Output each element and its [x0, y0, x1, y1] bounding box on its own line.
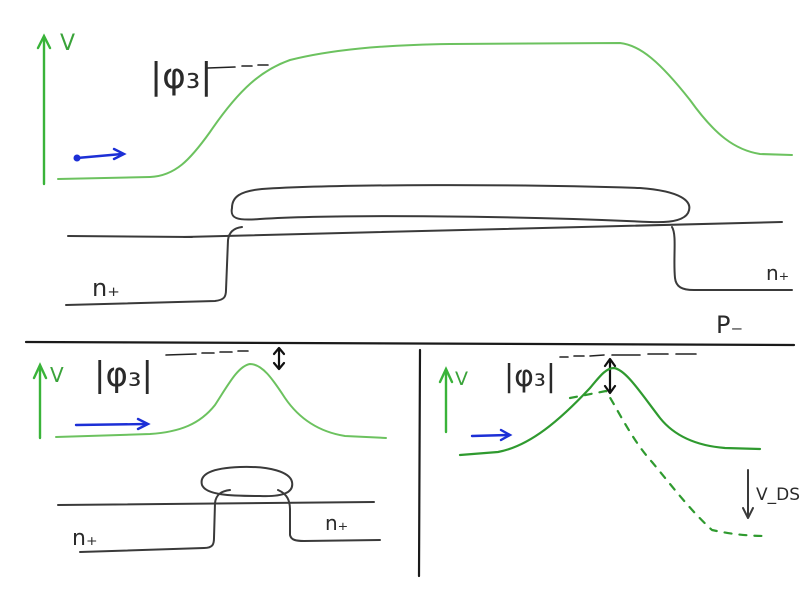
axis-label-bottom-left: V [50, 363, 64, 387]
electron-arrowhead-bottom-left [136, 417, 151, 431]
axis-arrowhead-top [36, 33, 52, 50]
drain-voltage-label: V_DS [756, 485, 800, 505]
gate-electrode-bottom-left [200, 465, 294, 498]
source-junction-top [65, 226, 243, 306]
source-label-top: n₊ [92, 274, 120, 302]
axis-label-top: V [60, 31, 75, 56]
barrier-lowering-marker-bottom-left [272, 346, 286, 371]
gate-electrode-top [230, 184, 691, 224]
potential-leader-bottom-right [559, 353, 697, 358]
panel-bottom-left: V |φ₃| n₊ n₊ [32, 346, 387, 553]
surface-potential-curve-top [57, 42, 793, 180]
oxide-left-top [67, 235, 193, 238]
panel-bottom-right: V |φ₃| V_DS [438, 353, 800, 538]
electron-arrow-top [75, 152, 124, 160]
axis-arrowhead-bottom-right [438, 366, 454, 384]
electron-arrowhead-top [112, 147, 127, 161]
horizontal-divider [24, 340, 796, 347]
substrate-label: P₋ [716, 311, 743, 339]
surface-potential-curve-bottom-right [458, 366, 762, 457]
drain-junction-bottom-left [277, 489, 381, 542]
electron-arrow-bottom-left [74, 422, 148, 427]
electron-arrow-bottom-right [470, 433, 510, 438]
potential-label-top: |φ₃| [150, 56, 212, 97]
potential-label-leader-top [207, 66, 236, 69]
source-junction-bottom-left [79, 489, 231, 553]
gate-oxide-line-bottom-left [57, 501, 375, 506]
panel-top: V |φ₃| n₊ n₊ P₋ [36, 31, 793, 339]
drain-voltage-arrow [742, 469, 754, 519]
vertical-divider [417, 348, 422, 578]
drain-label-top: n₊ [766, 261, 789, 285]
potential-label-leader-dash-top [241, 64, 269, 67]
source-label-bottom-left: n₊ [72, 526, 98, 551]
axis-label-bottom-right: V [455, 368, 468, 390]
drain-junction-top [671, 226, 793, 291]
potential-label-bottom-right: |φ₃| [504, 359, 556, 394]
electron-arrowhead-bottom-right [499, 428, 513, 442]
barrier-lowering-marker-bottom-right [603, 357, 617, 395]
surface-potential-curve-bottom-left [55, 363, 387, 439]
gate-oxide-line-top [183, 221, 783, 238]
surface-potential-curve-biased-bottom-right [568, 389, 768, 538]
potential-label-bottom-left: |φ₃| [94, 355, 153, 395]
potential-leader-bottom-left [165, 350, 249, 356]
axis-arrowhead-bottom-left [32, 362, 48, 380]
drain-label-bottom-left: n₊ [325, 511, 348, 535]
